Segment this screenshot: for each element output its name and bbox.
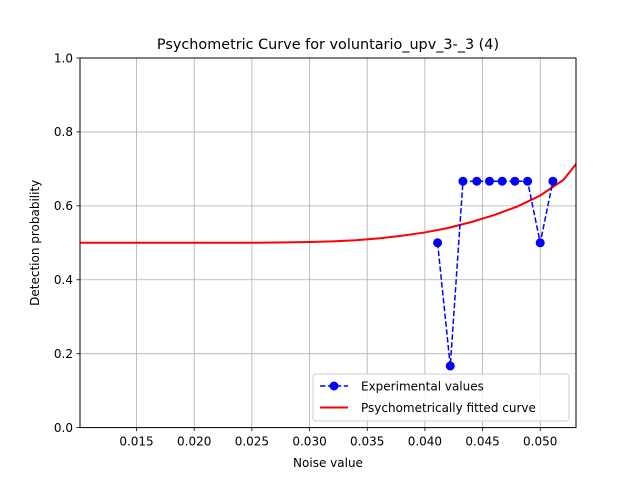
legend-box: [312, 373, 570, 422]
y-axis-label: Detection probability: [28, 180, 42, 306]
y-tick-label: 0.2: [54, 347, 73, 361]
y-tick-label: 0.8: [54, 125, 73, 139]
legend-experimental-label: Experimental values: [361, 380, 484, 394]
x-tick-label: 0.030: [292, 435, 326, 449]
experimental-point: [445, 361, 455, 371]
x-tick-label: 0.020: [177, 435, 211, 449]
experimental-point: [433, 238, 443, 248]
x-axis-label: Noise value: [293, 456, 363, 470]
experimental-point: [458, 176, 468, 186]
x-tick-label: 0.040: [408, 435, 442, 449]
experimental-point: [497, 176, 507, 186]
experimental-point: [510, 176, 520, 186]
experimental-point: [472, 176, 482, 186]
plot-frame: [79, 57, 577, 429]
x-tick-label: 0.045: [465, 435, 499, 449]
legend-fitted-label: Psychometrically fitted curve: [361, 401, 536, 415]
x-tick-label: 0.035: [350, 435, 384, 449]
axis-ticks: 0.015 0.020 0.025 0.030 0.035 0.040 0.045 0.050…: [54, 51, 558, 448]
legend-experimental-marker: [329, 381, 339, 391]
experimental-point: [548, 176, 558, 186]
x-tick-label: 0.025: [235, 435, 269, 449]
plot-series: [80, 163, 577, 371]
legend: Experimental values Psychometrically fit…: [312, 373, 570, 422]
experimental-point: [523, 176, 533, 186]
y-tick-label: 0.4: [54, 273, 73, 287]
experimental-point: [535, 238, 545, 248]
chart-title: Psychometric Curve for voluntario_upv_3-…: [157, 37, 499, 53]
y-tick-label: 0.0: [54, 421, 73, 435]
x-tick-label: 0.050: [523, 435, 557, 449]
x-tick-label: 0.015: [119, 435, 153, 449]
experimental-line: [436, 180, 554, 367]
experimental-point: [484, 176, 494, 186]
fitted-curve-line: [80, 163, 577, 244]
y-tick-label: 0.6: [54, 199, 73, 213]
y-tick-label: 1.0: [54, 51, 73, 65]
